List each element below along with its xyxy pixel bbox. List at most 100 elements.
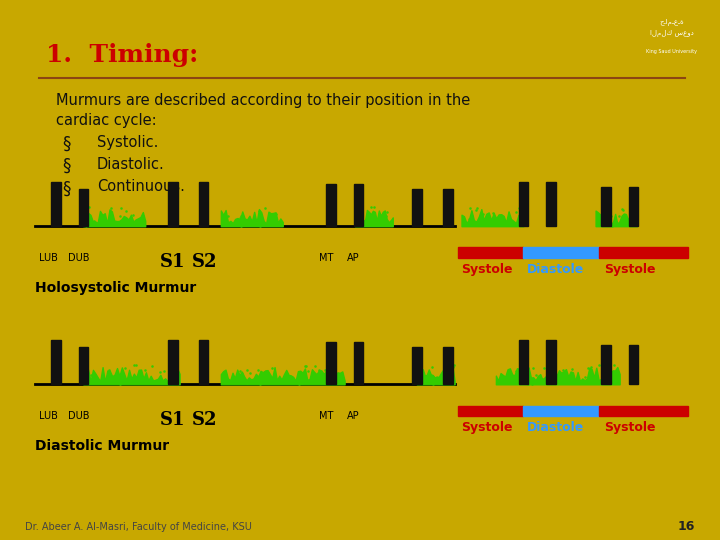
Point: [580, 377, 591, 386]
Point: [358, 217, 369, 226]
Point: [510, 207, 521, 216]
Text: AP: AP: [346, 253, 359, 264]
Point: [235, 212, 247, 221]
Point: [487, 209, 499, 218]
Point: [130, 361, 142, 370]
Point: [222, 212, 234, 220]
Point: [361, 221, 373, 230]
Bar: [78, 189, 88, 226]
Point: [547, 377, 559, 386]
Point: [266, 364, 278, 373]
Bar: [326, 342, 336, 384]
Point: [526, 380, 538, 388]
Text: Systole: Systole: [605, 421, 656, 434]
Bar: [51, 340, 60, 384]
Point: [557, 366, 569, 374]
Point: [270, 210, 282, 218]
Bar: [326, 184, 336, 226]
Bar: [168, 340, 178, 384]
Point: [606, 221, 618, 230]
Point: [168, 363, 179, 372]
Point: [423, 372, 435, 381]
Point: [427, 373, 438, 381]
Text: King Saud University: King Saud University: [646, 50, 697, 55]
Bar: [199, 340, 209, 384]
Point: [331, 372, 343, 381]
Text: LUB: LUB: [39, 411, 58, 422]
Point: [464, 204, 476, 213]
Bar: [546, 340, 556, 384]
Point: [244, 368, 256, 377]
Text: S1: S1: [161, 411, 186, 429]
Text: §: §: [63, 179, 71, 197]
Point: [537, 375, 549, 383]
Point: [513, 204, 525, 213]
Point: [594, 211, 606, 219]
Point: [88, 217, 99, 225]
Point: [552, 375, 564, 383]
Point: [469, 206, 481, 214]
Point: [237, 370, 248, 379]
Point: [567, 365, 578, 374]
Point: [527, 363, 539, 372]
Point: [522, 380, 534, 389]
Text: DUB: DUB: [68, 253, 89, 264]
Point: [81, 367, 93, 376]
Point: [96, 218, 108, 227]
Point: [155, 367, 166, 376]
Point: [220, 371, 231, 380]
Point: [97, 374, 109, 382]
Point: [369, 202, 380, 211]
Point: [85, 370, 96, 379]
Point: [326, 377, 338, 386]
Point: [314, 366, 325, 375]
Point: [128, 361, 140, 369]
Point: [539, 364, 550, 373]
Point: [252, 366, 264, 375]
Point: [380, 212, 392, 220]
Point: [521, 372, 532, 380]
Bar: [168, 182, 178, 226]
Point: [114, 212, 126, 221]
Bar: [523, 406, 599, 416]
Bar: [523, 247, 599, 258]
Point: [382, 208, 393, 217]
Bar: [458, 247, 523, 258]
Point: [219, 212, 230, 220]
Point: [240, 379, 252, 387]
Text: الملك سعود: الملك سعود: [649, 30, 693, 37]
Point: [226, 376, 238, 385]
Point: [617, 206, 629, 215]
Point: [293, 375, 305, 384]
Text: Murmurs are described according to their position in the: Murmurs are described according to their…: [56, 93, 470, 108]
Point: [427, 380, 438, 388]
Point: [467, 211, 478, 220]
Point: [158, 366, 170, 375]
Text: LUB: LUB: [39, 253, 58, 264]
Text: Diastole: Diastole: [527, 263, 584, 276]
Bar: [546, 182, 556, 226]
Point: [437, 377, 449, 386]
Point: [115, 204, 127, 213]
Bar: [199, 182, 209, 226]
Point: [317, 376, 328, 385]
Point: [605, 212, 616, 221]
Point: [472, 204, 483, 213]
Point: [630, 217, 642, 225]
Point: [504, 378, 516, 387]
Point: [608, 361, 620, 370]
Point: [109, 219, 121, 228]
Point: [166, 379, 177, 388]
Text: حـامـعـة: حـامـعـة: [659, 19, 684, 26]
Text: Dr. Abeer A. Al-Masri, Faculty of Medicine, KSU: Dr. Abeer A. Al-Masri, Faculty of Medici…: [25, 522, 252, 532]
Text: 16: 16: [678, 520, 695, 534]
Bar: [458, 406, 523, 416]
Point: [127, 211, 139, 220]
Point: [138, 212, 149, 220]
Point: [521, 379, 533, 387]
Point: [255, 379, 266, 388]
Point: [349, 215, 361, 224]
Point: [596, 366, 608, 375]
Point: [103, 366, 114, 374]
Point: [120, 363, 131, 372]
